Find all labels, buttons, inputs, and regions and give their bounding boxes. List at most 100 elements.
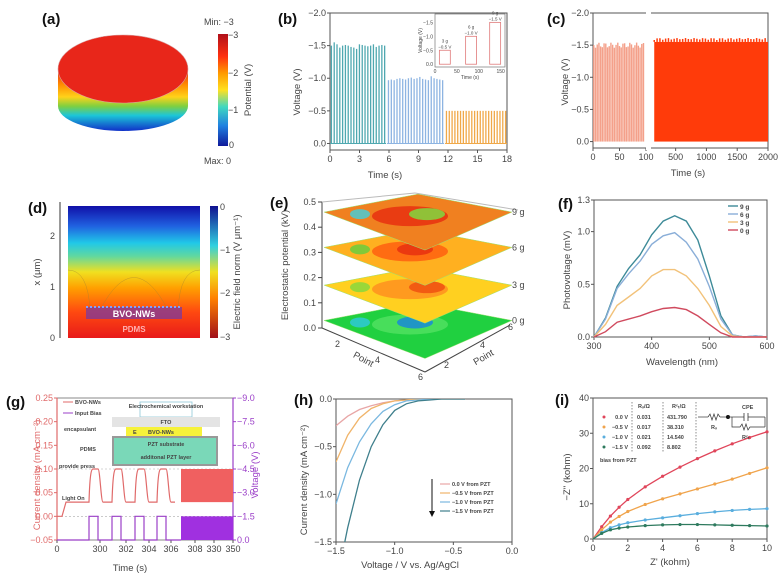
x-tick-label: 0.0 <box>506 546 519 556</box>
arrow-down-icon <box>429 511 435 517</box>
nyquist-data-point <box>748 524 752 528</box>
nyquist-data-point <box>695 487 699 491</box>
jv-curve <box>344 399 466 542</box>
x-axis-label: Z' (kohm) <box>650 557 690 568</box>
x-tick-label: 0 <box>590 152 595 162</box>
input-bias-line <box>57 515 181 541</box>
y-right-tick-label: 0.0 <box>237 535 250 545</box>
inset-y-tick: −1.0 <box>423 34 433 40</box>
nyquist-data-point <box>600 531 604 535</box>
field-line <box>67 269 91 311</box>
panel-d: (d) BVO-NWs PDMS 0 1 2 x (μm) 0 −1 −2 −3… <box>28 200 243 343</box>
nyquist-data-point <box>765 507 769 511</box>
y-axis <box>424 324 511 373</box>
legend-label: −1.5 V from PZT <box>452 509 494 515</box>
y-tick-label: 1.0 <box>577 227 590 237</box>
schematic-label: PDMS <box>80 447 96 453</box>
y-tick-label: 1.3 <box>577 195 590 205</box>
nyquist-data-point <box>695 522 699 527</box>
x-axis-label: Voltage / V vs. Ag/AgCl <box>361 560 459 571</box>
x-tick-label: 50 <box>614 152 624 162</box>
legend-marker <box>602 425 606 429</box>
nyquist-data-point <box>730 442 734 446</box>
rs-value: 0.031 <box>637 415 651 421</box>
x-tick-label: 500 <box>668 152 683 162</box>
y-axis-label: Photovoltage (mV) <box>562 231 573 310</box>
nyquist-data-point <box>643 502 647 507</box>
colorbar-label: Electric field norm (V μm⁻¹) <box>232 214 243 329</box>
colorbar-max-label: Max: 0 <box>204 156 231 166</box>
y-tick-label: −1.5 <box>314 537 332 547</box>
panel-i: (i) 0 10 20 30 40 0 2 4 6 8 10 Rₛ/Ω Rᶜₜ/Ω 0.0 V 0.0… <box>555 392 772 568</box>
x-axis-label: Time (s) <box>113 563 147 574</box>
y-tick: 0 <box>50 333 55 343</box>
x-tick-label: 3 <box>357 154 362 164</box>
y-tick-label: −1.0 <box>314 489 332 499</box>
nyquist-data-point <box>626 497 630 502</box>
contour-patch <box>409 281 445 294</box>
rs-value: 0.092 <box>637 445 651 451</box>
legend-label: 0.0 V from PZT <box>452 482 491 488</box>
x-tick-label: 304 <box>141 544 156 554</box>
nyquist-data-point <box>643 518 647 522</box>
y-left-tick-label: 0.05 <box>35 488 53 498</box>
x-tick-label: 2000 <box>758 152 778 162</box>
y-left-tick-label: 0.15 <box>35 440 53 450</box>
x-tick-label: 4 <box>660 543 665 553</box>
panel-label-a: (a) <box>42 11 60 28</box>
y-tick-label: 0.0 <box>576 137 589 147</box>
x-tick-label: 300 <box>586 341 601 351</box>
contour-patch <box>350 209 370 220</box>
x-tick-label: −0.5 <box>444 546 462 556</box>
colorbar-tick: −2 <box>228 68 238 78</box>
y-tick-label: 0 <box>584 534 589 544</box>
schematic-label: FTO <box>161 420 173 426</box>
y-axis-label: x (μm) <box>32 258 43 285</box>
schematic-label: encapsulant <box>64 427 96 433</box>
nyquist-data-point <box>765 430 769 434</box>
x-tick: 6 <box>418 372 423 380</box>
inset-step <box>465 35 477 65</box>
colorbar-tick: −1 <box>228 105 238 115</box>
circuit-label: CPE <box>742 405 754 411</box>
rs-value: 0.021 <box>637 435 651 441</box>
layer-label: 6 g <box>512 242 525 252</box>
dense-pulse-region <box>654 41 768 142</box>
x-tick-label: −1.5 <box>327 546 345 556</box>
x-tick-label: 1500 <box>727 152 747 162</box>
light-on-annotation: Light On <box>62 496 85 502</box>
y-right-tick-label: −6.0 <box>237 440 255 450</box>
x-tick-label: 300 <box>92 544 107 554</box>
inset-step-label: 9 g <box>492 10 499 15</box>
nyquist-data-point <box>748 507 752 511</box>
y-axis-label: Point <box>472 347 497 368</box>
y-tick-label: −0.5 <box>308 106 326 116</box>
pzt-substrate <box>112 436 218 466</box>
legend-marker <box>602 415 606 419</box>
legend-label: 0 g <box>740 228 749 235</box>
y-tick-label: 0.0 <box>577 332 590 342</box>
schematic-label: Electrochemical workstation <box>129 404 204 410</box>
panel-label-b: (b) <box>278 11 297 28</box>
x-axis-label: Time (s) <box>671 168 705 179</box>
x-tick-label: 9 <box>416 154 421 164</box>
colorbar-tick: −3 <box>228 30 238 40</box>
inset-y-tick: −1.5 <box>423 20 433 26</box>
panel-b: (b) −2.0−1.5−1.0−0.50.00 3 6 9 12 15 18−1.5−1.… <box>278 8 512 181</box>
x-axis-label: Point <box>351 350 376 370</box>
current-density-line <box>57 468 175 517</box>
nyquist-data-point <box>765 524 769 528</box>
nyquist-data-point <box>643 485 647 489</box>
legend-label: 6 g <box>740 212 749 219</box>
dense-bias-pulses <box>181 516 233 540</box>
x-tick: 2 <box>335 339 340 349</box>
legend-label: Input Bias <box>75 411 102 417</box>
x-tick-label: 0 <box>54 544 59 554</box>
inset-step <box>489 21 502 65</box>
nyquist-data-point <box>600 528 604 532</box>
contour-patch <box>409 208 445 221</box>
y-tick: 2 <box>50 231 55 241</box>
x-tick-label: −1.0 <box>386 546 404 556</box>
nyquist-data-point <box>608 520 612 524</box>
colorbar-tick: −2 <box>220 288 230 298</box>
